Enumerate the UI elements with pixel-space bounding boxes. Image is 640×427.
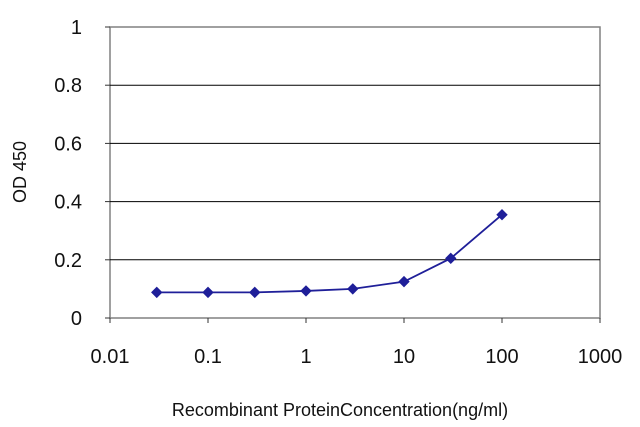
data-point xyxy=(202,286,214,299)
x-tick-label: 0.01 xyxy=(91,346,130,368)
data-point xyxy=(249,286,261,299)
data-point xyxy=(398,275,410,288)
data-point xyxy=(151,286,163,299)
y-tick-label: 0.8 xyxy=(54,75,82,97)
grid-lines xyxy=(110,84,600,261)
y-tick-label: 0 xyxy=(71,308,82,330)
x-axis-ticks: 0.01 0.1 1 10 100 1000 xyxy=(91,318,623,368)
x-tick-label: 1000 xyxy=(578,346,623,368)
data-series xyxy=(151,208,508,299)
x-tick-label: 10 xyxy=(393,346,415,368)
y-tick-label: 0.4 xyxy=(54,192,82,214)
x-tick-label: 1 xyxy=(300,346,311,368)
y-axis-ticks: 0 0.2 0.4 0.6 0.8 1 xyxy=(54,17,110,330)
y-tick-label: 1 xyxy=(71,17,82,39)
y-tick-label: 0.6 xyxy=(54,133,82,155)
y-tick-label: 0.2 xyxy=(54,250,82,272)
x-tick-label: 100 xyxy=(485,346,518,368)
data-point xyxy=(300,285,312,297)
plot-area xyxy=(109,26,601,319)
data-point xyxy=(347,283,359,295)
data-point xyxy=(445,252,457,265)
x-tick-label: 0.1 xyxy=(194,346,222,368)
series-line xyxy=(156,214,503,294)
x-axis-title: Recombinant ProteinConcentration(ng/ml) xyxy=(172,400,508,420)
data-point xyxy=(496,208,508,221)
y-axis-title: OD 450 xyxy=(10,141,30,203)
